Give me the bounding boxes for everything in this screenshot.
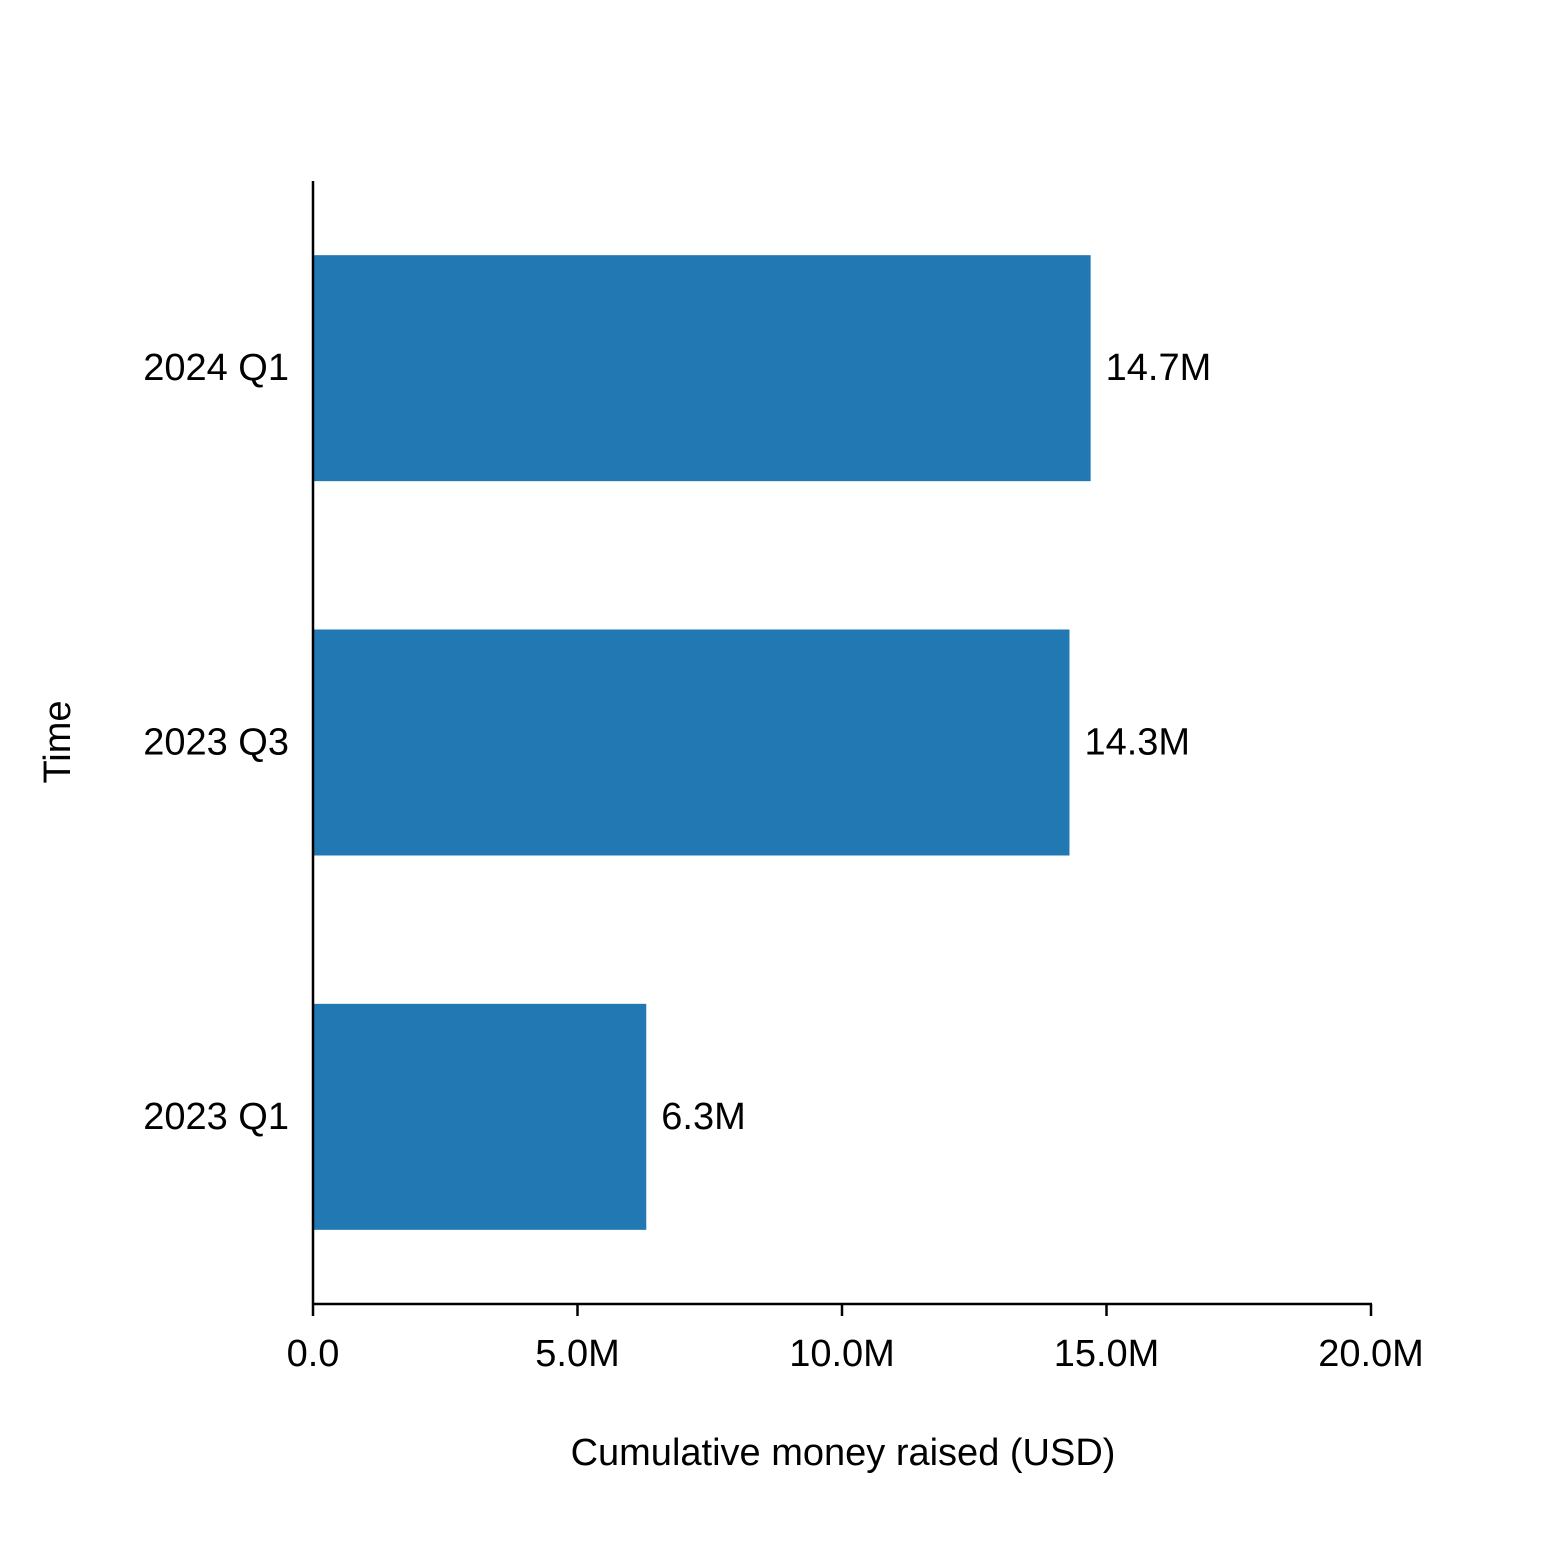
value-label: 14.7M — [1106, 347, 1212, 389]
x-axis-title: Cumulative money raised (USD) — [571, 1432, 1116, 1474]
category-label: 2023 Q3 — [143, 722, 289, 764]
value-labels-group: 6.3M 14.3M 14.7M — [661, 347, 1211, 1138]
value-label: 14.3M — [1084, 722, 1190, 764]
x-tick-label: 10.0M — [789, 1333, 895, 1375]
bars-group — [313, 255, 1091, 1230]
y-axis-title: Time — [37, 700, 79, 783]
bar-2024-q1 — [313, 255, 1091, 482]
x-ticks-group: 0.0 5.0M 10.0M 15.0M 20.0M — [287, 1304, 1424, 1375]
bar-2023-q3 — [313, 629, 1070, 856]
bar-2023-q1 — [313, 1003, 647, 1230]
category-label: 2024 Q1 — [143, 347, 289, 389]
x-tick-label: 0.0 — [287, 1333, 340, 1375]
x-tick-label: 5.0M — [535, 1333, 619, 1375]
category-labels-group: 2023 Q1 2023 Q3 2024 Q1 — [143, 347, 289, 1138]
x-tick-label: 15.0M — [1054, 1333, 1160, 1375]
value-label: 6.3M — [661, 1096, 745, 1138]
category-label: 2023 Q1 — [143, 1096, 289, 1138]
x-tick-label: 20.0M — [1318, 1333, 1424, 1375]
